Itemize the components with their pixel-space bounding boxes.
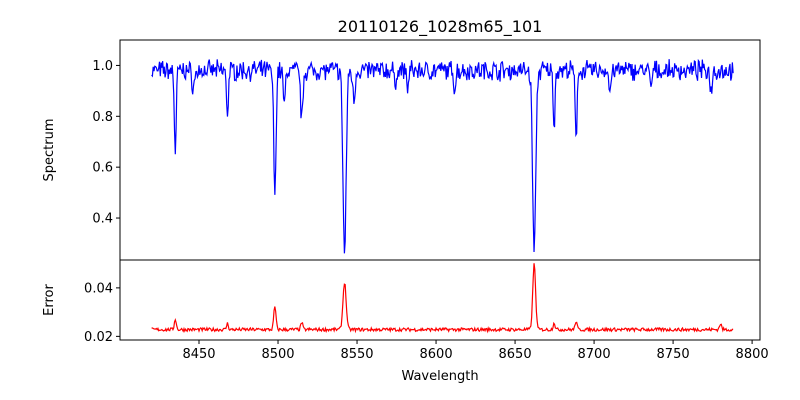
error-panel: 0.02 0.04 8450 8500 8550 8600 8650 8700 8750 880… xyxy=(42,259,769,384)
spectrum-panel: 0.4 0.6 0.8 1.0 Spectrum xyxy=(42,39,761,261)
error-y-axis-label: Error xyxy=(42,284,57,316)
spectrum-y-axis-label: Spectrum xyxy=(42,119,57,182)
wavelength-x-tick-label: 8500 xyxy=(261,347,294,362)
wavelength-x-ticks: 8450 8500 8550 8600 8650 8700 8750 8800 xyxy=(182,340,769,362)
wavelength-x-tick-label: 8700 xyxy=(578,347,611,362)
spectrum-y-tick-label: 0.6 xyxy=(92,161,113,176)
error-series-line xyxy=(151,263,734,334)
spectrum-line-group xyxy=(151,58,734,254)
wavelength-x-tick-label: 8650 xyxy=(499,347,532,362)
wavelength-x-tick-label: 8550 xyxy=(340,347,373,362)
chart-title: 20110126_1028m65_101 xyxy=(338,17,543,37)
spectrum-series-line xyxy=(151,58,734,254)
wavelength-x-tick-label: 8450 xyxy=(182,347,215,362)
spectrum-y-ticks: 0.4 0.6 0.8 1.0 xyxy=(92,59,120,227)
wavelength-x-tick-label: 8800 xyxy=(736,347,769,362)
wavelength-x-tick-label: 8600 xyxy=(420,347,453,362)
error-y-ticks: 0.02 0.04 xyxy=(84,281,120,345)
error-plot-frame xyxy=(119,259,761,341)
spectrum-y-tick-label: 0.8 xyxy=(92,110,113,125)
error-line-group xyxy=(151,263,734,334)
x-axis-label: Wavelength xyxy=(401,369,478,384)
error-y-tick-label: 0.02 xyxy=(84,330,113,345)
spectrum-y-tick-label: 1.0 xyxy=(92,59,113,74)
spectrum-y-tick-label: 0.4 xyxy=(92,212,113,227)
wavelength-x-tick-label: 8750 xyxy=(657,347,690,362)
error-y-tick-label: 0.04 xyxy=(84,281,113,296)
